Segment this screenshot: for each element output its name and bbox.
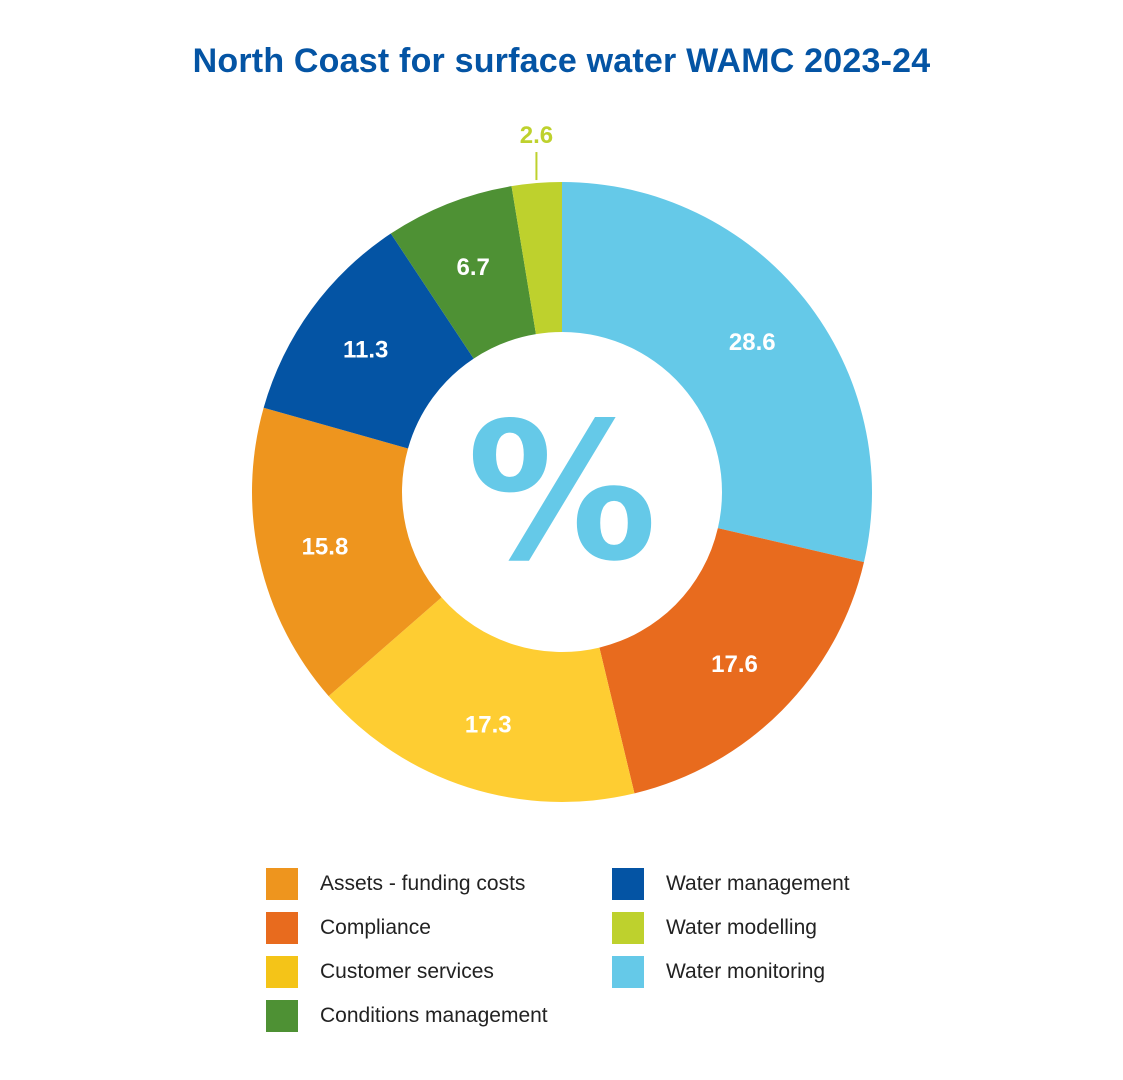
slice-label-assets-funding-costs: 15.8 (302, 533, 349, 560)
slice-label-conditions-management: 6.7 (456, 254, 489, 281)
legend-item: Water modelling (612, 906, 850, 950)
legend-label: Assets - funding costs (320, 872, 526, 895)
percent-icon: % (467, 382, 657, 603)
legend-swatch (266, 868, 298, 900)
legend-right: Water management Water modelling Water mon… (612, 862, 850, 994)
labels-group: 28.6 17.6 17.3 15.8 11.3 6.7 2.6 (302, 122, 776, 739)
slice-compliance (599, 528, 864, 794)
legend-label: Customer services (320, 960, 494, 983)
slice-label-customer-services: 17.3 (465, 712, 512, 739)
slice-label-water-management: 11.3 (343, 337, 388, 364)
legend-label: Water monitoring (666, 960, 826, 983)
slice-water-monitoring (562, 182, 872, 563)
legend-item: Water monitoring (612, 950, 850, 994)
legend-item: Customer services (266, 950, 548, 994)
slice-label-compliance: 17.6 (711, 651, 758, 678)
legend-item: Water management (612, 862, 850, 906)
slices-group (251, 182, 872, 802)
slice-water-modelling (511, 182, 562, 335)
legend-label: Water modelling (666, 916, 817, 939)
legend-item: Compliance (266, 906, 548, 950)
legend-swatch (612, 956, 644, 988)
legend-left: Assets - funding costs Compliance Customer… (266, 862, 548, 1038)
chart-title: North Coast for surface water WAMC 2023-… (192, 42, 931, 80)
slice-customer-services (328, 597, 635, 802)
slice-assets-funding-costs (251, 407, 442, 697)
legend-item: Assets - funding costs (266, 862, 548, 906)
slice-water-management (263, 233, 474, 449)
slice-conditions-management (390, 186, 536, 359)
legend-label: Water management (666, 872, 850, 895)
legend-label: Compliance (320, 916, 431, 939)
legend-swatch (266, 1000, 298, 1032)
legend-item: Conditions management (266, 994, 548, 1038)
slice-label-water-modelling: 2.6 (520, 122, 553, 149)
legend-swatch (612, 912, 644, 944)
legend-swatch (266, 912, 298, 944)
legend-swatch (612, 868, 644, 900)
slice-label-water-monitoring: 28.6 (729, 329, 776, 356)
legend-label: Conditions management (320, 1004, 548, 1027)
legend-swatch (266, 956, 298, 988)
